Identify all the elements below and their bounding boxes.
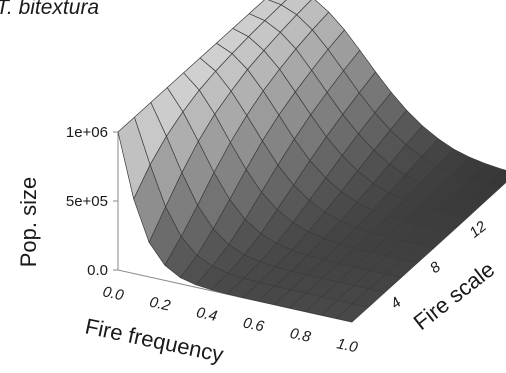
z-axis-ticks: 0.0 5e+05 1e+06 xyxy=(66,124,118,279)
x-tick-label: 0.0 xyxy=(101,283,126,304)
surface-cell xyxy=(335,303,369,323)
y-axis-label: Fire scale xyxy=(409,257,500,335)
x-tick-label: 0.8 xyxy=(288,325,313,346)
y-tick-label: 4 xyxy=(388,294,405,313)
z-tick-label: 5e+05 xyxy=(66,193,108,210)
x-tick-label: 0.4 xyxy=(195,304,219,325)
x-tick-label: 0.6 xyxy=(242,314,267,335)
x-axis-ticks: 0.0 0.2 0.4 0.6 0.8 1.0 xyxy=(101,283,360,356)
chart-title: T. bitextura xyxy=(0,0,99,19)
x-tick-label: 1.0 xyxy=(335,335,360,356)
x-tick-label: 0.2 xyxy=(148,294,173,315)
surface-mesh xyxy=(117,0,506,323)
z-tick-label: 1e+06 xyxy=(66,124,108,141)
z-tick-label: 0.0 xyxy=(87,262,108,279)
y-tick-label: 12 xyxy=(466,217,490,241)
z-axis-label: Pop. size xyxy=(16,177,41,268)
y-tick-label: 8 xyxy=(427,258,445,277)
